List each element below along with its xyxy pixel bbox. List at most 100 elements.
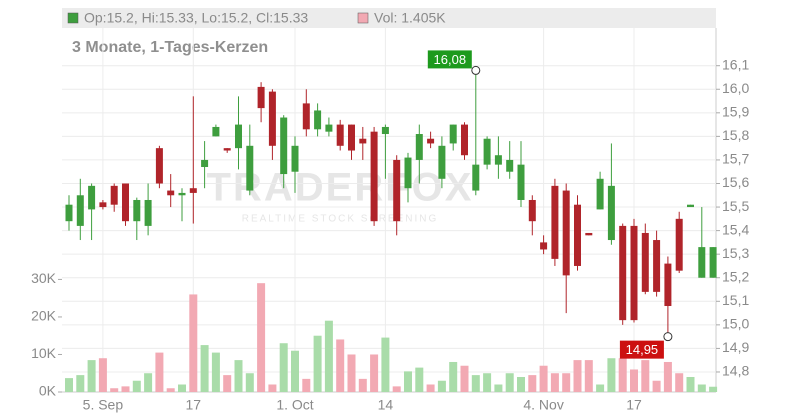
candle-body xyxy=(76,195,84,226)
volume-bar xyxy=(189,294,198,392)
annotation-label: 16,08 xyxy=(434,52,467,67)
candle-body xyxy=(359,138,367,144)
candle-body xyxy=(664,263,672,307)
y-tick-label: 15,5 xyxy=(722,198,749,214)
candle-body xyxy=(393,159,401,222)
candle-body xyxy=(687,204,694,208)
y-tick-label: 15,6 xyxy=(722,174,749,190)
volume-bar xyxy=(110,388,119,392)
candle-body xyxy=(619,225,627,321)
candle-body xyxy=(189,188,197,193)
volume-bar xyxy=(87,360,96,392)
volume-bar xyxy=(505,373,514,392)
candle-body xyxy=(212,126,220,137)
annotation-point xyxy=(471,65,481,75)
y-tick-label: 15,4 xyxy=(722,221,749,237)
volume-legend: Vol: 1.405K xyxy=(374,10,446,26)
volume-bar xyxy=(404,371,412,392)
volume-swatch xyxy=(357,12,369,24)
volume-bar xyxy=(324,320,333,392)
volume-bar xyxy=(709,386,718,392)
volume-bar xyxy=(573,360,582,392)
candle-body xyxy=(427,138,435,144)
candle-body xyxy=(528,199,536,222)
ohlc-legend: Op:15.2, Hi:15.33, Lo:15.2, Cl:15.33 xyxy=(84,10,308,26)
candle-body xyxy=(167,190,175,196)
candle-body xyxy=(257,86,265,109)
candle-body xyxy=(110,185,118,205)
candle-body xyxy=(235,124,242,149)
candle-body xyxy=(709,247,717,278)
candle-body xyxy=(370,131,378,222)
volume-bar xyxy=(98,358,107,392)
volume-tick-label: 10K xyxy=(31,345,57,361)
volume-tick-label: 20K xyxy=(31,308,57,324)
chart-title: 3 Monate, 1-Tages-Kerzen xyxy=(72,39,268,56)
volume-bar xyxy=(528,375,537,392)
candle-body xyxy=(596,178,604,210)
volume-bar xyxy=(686,376,695,392)
volume-bar xyxy=(630,369,638,392)
candle-body xyxy=(641,232,649,292)
volume-bar xyxy=(697,384,706,392)
annotation-point xyxy=(663,332,673,342)
volume-bar xyxy=(166,388,175,392)
candle-body xyxy=(381,126,389,135)
y-tick-label: 15,7 xyxy=(722,151,749,167)
candle-body xyxy=(540,242,548,250)
candle-body xyxy=(268,91,276,146)
y-tick-label: 15,8 xyxy=(722,127,749,143)
volume-bar xyxy=(618,358,627,392)
candle-body xyxy=(449,124,457,144)
volume-bar xyxy=(550,373,559,392)
volume-bar xyxy=(121,386,130,392)
y-tick-label: 15,9 xyxy=(722,104,749,120)
volume-bar xyxy=(596,384,605,392)
candle-body xyxy=(155,148,163,184)
candle-body xyxy=(585,232,593,236)
x-tick-label: 1. Oct xyxy=(276,397,313,413)
candle-body xyxy=(65,204,73,222)
candle-body xyxy=(201,159,209,168)
candle-body xyxy=(517,164,525,200)
volume-bar xyxy=(76,375,85,392)
candle-body xyxy=(348,124,355,151)
volume-bar xyxy=(663,361,672,392)
volume-bar xyxy=(483,373,492,392)
candle-body xyxy=(325,124,333,132)
y-tick-label: 14,9 xyxy=(722,339,749,355)
volume-bar xyxy=(517,376,525,392)
candle-body xyxy=(506,159,514,172)
candle-body xyxy=(630,225,638,321)
candle-body xyxy=(494,155,502,165)
volume-bar xyxy=(302,378,311,392)
volume-bar xyxy=(358,378,367,392)
volume-bar xyxy=(415,367,424,392)
candle-body xyxy=(461,124,468,156)
candle-body xyxy=(483,138,491,165)
ohlc-swatch xyxy=(67,12,79,24)
candle-body xyxy=(178,192,186,196)
annotation-box xyxy=(427,50,472,69)
volume-bar xyxy=(584,360,593,392)
y-tick-label: 15,3 xyxy=(722,245,749,261)
volume-bar xyxy=(607,358,616,392)
x-tick-label: 17 xyxy=(186,397,202,413)
y-tick-label: 16,1 xyxy=(722,56,749,72)
y-tick-label: 16,0 xyxy=(722,80,749,96)
candle-body xyxy=(291,145,299,172)
y-tick-label: 15,0 xyxy=(722,316,749,332)
volume-bar xyxy=(460,365,469,392)
volume-bar xyxy=(313,335,322,392)
volume-bar xyxy=(347,354,356,392)
annotation-box xyxy=(619,340,664,359)
volume-bar xyxy=(223,375,232,392)
candle-body xyxy=(675,218,683,271)
candle-body xyxy=(280,117,288,175)
volume-tick-label: 0K xyxy=(39,383,57,399)
candle-body xyxy=(653,240,661,292)
volume-bar xyxy=(494,384,503,392)
x-tick-label: 4. Nov xyxy=(523,397,563,413)
volume-bar xyxy=(200,345,209,392)
